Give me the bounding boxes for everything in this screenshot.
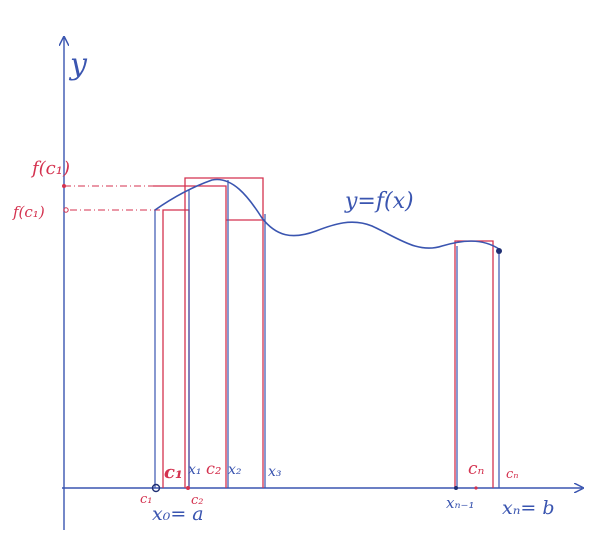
point-c2 [186,486,190,490]
point-cn [474,486,478,490]
rectangle-2 [184,177,264,488]
f-c1-label: f(c₁) [30,158,70,179]
point-x0 [151,483,161,493]
cn-top-label: cₙ [468,459,485,479]
c1-bottom-label: c₁ [140,492,153,507]
tick-f-c1-lower [63,207,69,213]
tick-f-c1 [62,184,66,188]
c2-top-label: c₂ [206,459,221,478]
f-c1-lower-label: f(c₁) [12,203,45,221]
point-xn-1 [454,486,458,490]
rectangle-1-tall [153,185,227,488]
cn-right-label: cₙ [506,467,519,482]
partition-lines [154,180,500,488]
function-curve [154,178,500,250]
c1-top-label: c₁ [164,462,183,483]
curve-label: y=f(x) [344,189,414,214]
guide-lines [64,185,160,211]
x0-label: x₀= a [152,503,204,525]
c2-bottom-label: c₂ [191,493,204,508]
curve-end-point [496,248,502,254]
x3-label: x₃ [268,464,282,480]
x2-label: x₂ [228,462,242,478]
riemann-rectangles [153,177,494,488]
rectangle-n [454,240,494,488]
y-axis-label: y [68,47,88,82]
xn-1-label: xₙ₋₁ [446,494,474,512]
x1-label: x₁ [188,462,202,478]
xn-label: xₙ= b [502,497,555,519]
